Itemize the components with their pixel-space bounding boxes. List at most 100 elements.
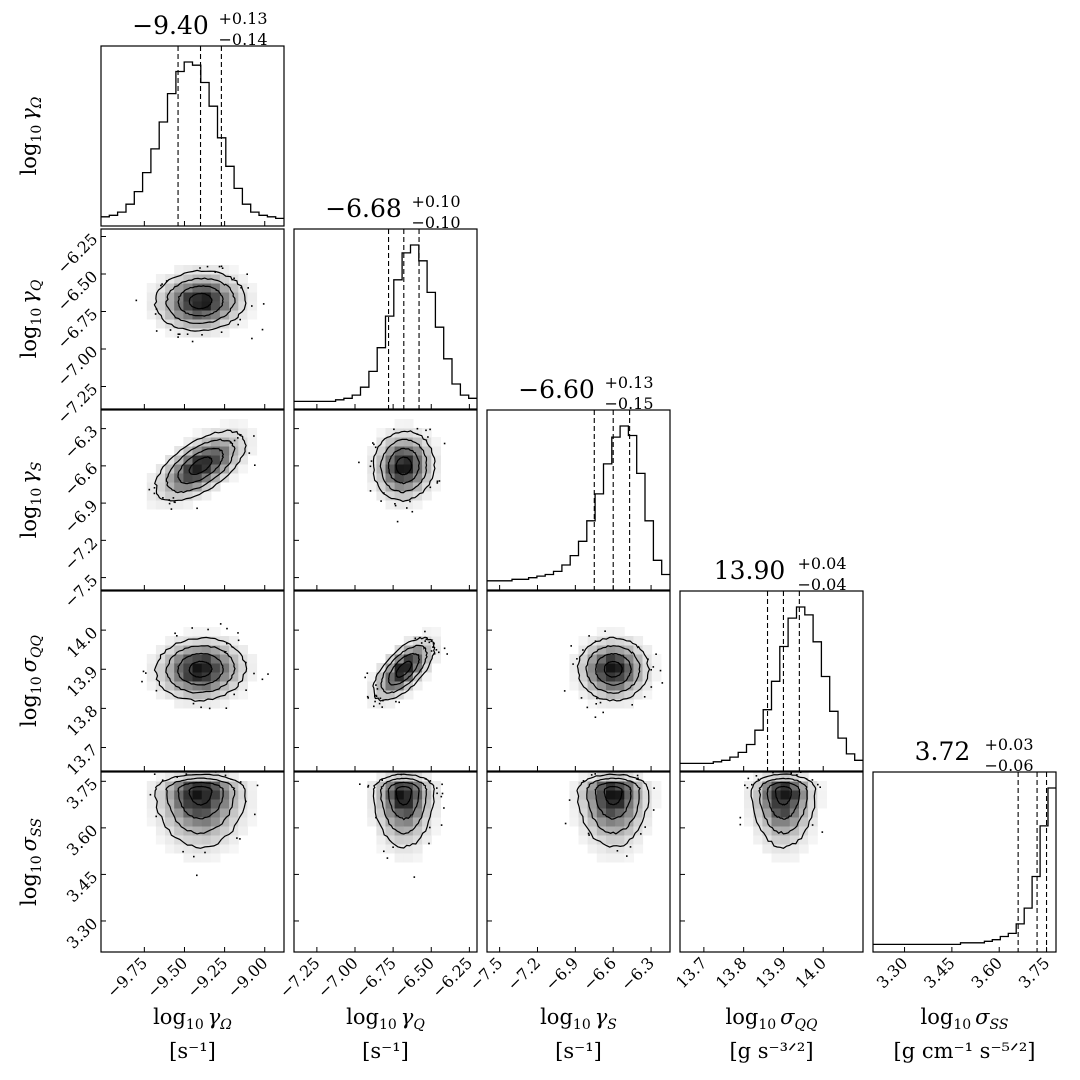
scatter-point <box>433 653 436 655</box>
scatter-point <box>141 680 143 683</box>
label-symsub: S <box>607 1017 617 1033</box>
density-cell <box>587 808 598 818</box>
density-cell <box>219 265 230 275</box>
density-cell <box>587 772 598 782</box>
density-cell <box>642 681 653 691</box>
hist-title-plus-3: +0.04 <box>798 554 847 573</box>
density-cell <box>155 301 166 311</box>
density-cell <box>578 781 589 791</box>
scatter-point <box>416 427 419 430</box>
density-cell <box>229 301 239 311</box>
density-cell <box>422 473 432 483</box>
label-symsub: SS <box>29 818 45 837</box>
scatter-point <box>436 480 439 483</box>
density-cell <box>210 301 221 311</box>
scatter-point <box>155 815 157 818</box>
scatter-point <box>626 855 628 857</box>
density-cell <box>174 319 184 329</box>
density-cell <box>192 781 203 791</box>
density-cell <box>606 663 616 673</box>
y-axis-label-2: log10 γS <box>17 462 45 539</box>
density-cell <box>569 654 580 664</box>
scatter-point <box>153 773 156 775</box>
scatter-point <box>382 699 384 702</box>
density-cell <box>229 319 239 329</box>
density-cell <box>771 799 782 809</box>
density-cell <box>394 817 405 827</box>
density-cell <box>385 790 396 800</box>
density-cell <box>229 808 239 818</box>
scatter-point <box>398 701 400 704</box>
density-cell <box>422 817 432 827</box>
density-cell <box>376 690 387 700</box>
density-cell <box>201 835 212 845</box>
density-cell <box>210 328 221 338</box>
scatter-point <box>582 780 585 782</box>
density-cell <box>210 292 221 302</box>
scatter-point <box>427 436 429 438</box>
density-cell <box>219 636 230 646</box>
density-area <box>739 772 827 863</box>
density-cell <box>146 799 157 809</box>
density-cell <box>780 790 791 800</box>
density-cell <box>174 654 184 664</box>
scatter-point <box>564 822 567 825</box>
y-tick-label-2-1: −7.2 <box>60 533 101 574</box>
scatter-point <box>428 641 431 644</box>
label-sub: 10 <box>29 855 45 873</box>
density-cell <box>201 772 212 782</box>
density-cell <box>183 663 194 673</box>
density-cell <box>247 781 258 791</box>
density-cell <box>596 699 607 709</box>
density-cell <box>146 491 157 501</box>
density-cell <box>146 808 157 818</box>
density-cell <box>780 781 791 791</box>
density-cell <box>394 419 405 429</box>
y-tick-label-3-3: 14.0 <box>63 623 102 662</box>
density-cell <box>615 636 625 646</box>
density-cell <box>376 772 387 782</box>
density-cell <box>210 844 221 854</box>
density-cell <box>238 464 248 474</box>
scatter-point <box>424 640 426 642</box>
density-cell <box>385 681 396 691</box>
scatter-point <box>744 784 746 787</box>
density-cell <box>422 672 432 682</box>
density-cell <box>385 464 396 474</box>
density-cell <box>210 790 221 800</box>
density-cell <box>596 636 607 646</box>
scatter-point <box>644 826 646 828</box>
density-cell <box>155 645 166 655</box>
density-cell <box>155 799 166 809</box>
density-cell <box>412 446 423 456</box>
density-cell <box>394 844 405 854</box>
density-cell <box>192 808 203 818</box>
density-cell <box>385 699 396 709</box>
y-axis-label-name: log10 σSS <box>17 818 45 906</box>
density-cell <box>201 482 212 492</box>
density-cell <box>367 699 377 709</box>
scatter-point <box>429 428 431 431</box>
density-cell <box>183 681 194 691</box>
density-cell <box>633 808 644 818</box>
density-cell <box>238 301 248 311</box>
density-cell <box>753 808 763 818</box>
label-symbol: γ <box>17 291 41 304</box>
contour-2 <box>758 777 808 835</box>
density-cell <box>403 654 414 664</box>
scatter-point <box>373 443 375 446</box>
scatter-point <box>430 650 433 652</box>
density-cell <box>412 464 423 474</box>
density-cell <box>201 853 212 863</box>
density-cell <box>183 500 194 510</box>
density-cell <box>431 817 441 827</box>
density-cell <box>165 799 175 809</box>
y-tick-label-3-2: 13.9 <box>63 662 102 701</box>
density-cell <box>780 799 791 809</box>
density-cell <box>633 790 644 800</box>
density-cell <box>219 699 230 709</box>
density-cell <box>183 772 194 782</box>
density-cell <box>403 790 414 800</box>
density-cell <box>146 790 157 800</box>
hist-title-1: −6.68 <box>325 194 402 223</box>
